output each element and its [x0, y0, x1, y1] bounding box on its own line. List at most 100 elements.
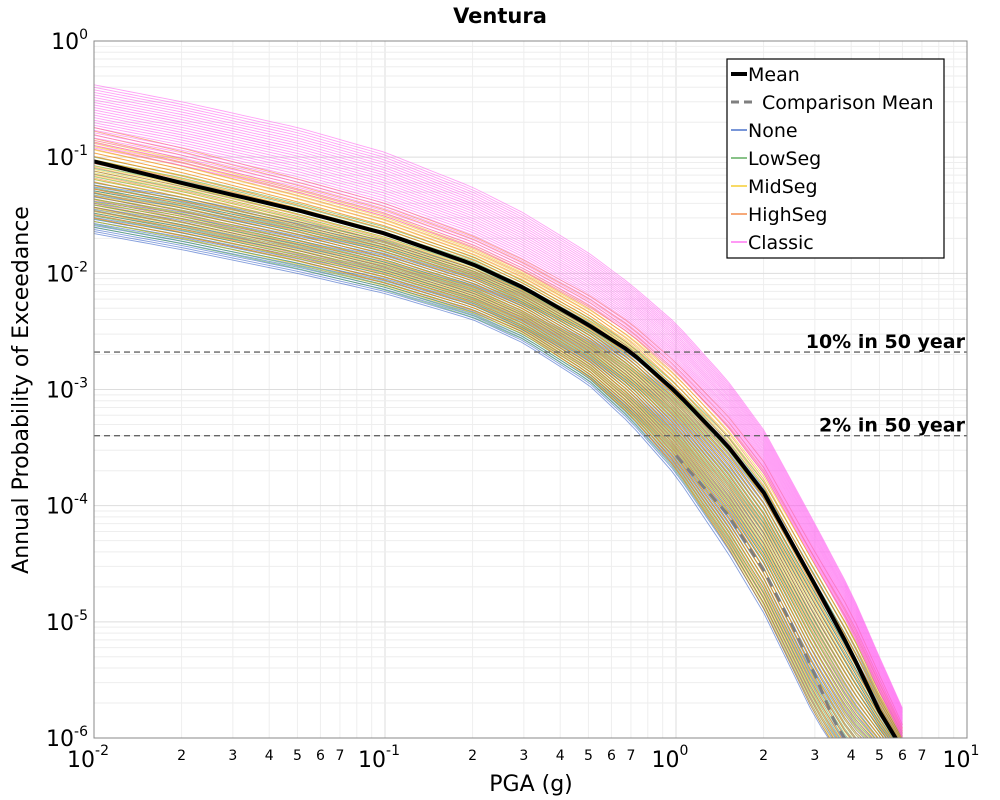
midseg-curve [94, 142, 903, 732]
x-minor-tick-label: 6 [898, 748, 907, 764]
classic-curve [94, 142, 903, 736]
y-tick-label: 10-6 [46, 724, 88, 752]
x-tick-label: 10-1 [358, 743, 400, 773]
x-minor-tick-label: 7 [626, 748, 635, 764]
legend-label-none: None [748, 120, 798, 142]
highseg-curve [94, 181, 878, 738]
classic-curve [94, 86, 903, 710]
x-minor-tick-label: 6 [316, 748, 325, 764]
highseg-curve [94, 206, 843, 738]
highseg-curve [94, 199, 852, 738]
midseg-curve [94, 204, 851, 738]
classic-curve [94, 122, 903, 727]
chart-title: Ventura [453, 4, 547, 28]
y-tick-label: 10-5 [46, 608, 88, 636]
classic-curve [94, 99, 903, 716]
y-tick-label: 100 [51, 27, 88, 55]
classic-curve [94, 139, 903, 735]
highseg-curve [94, 217, 831, 738]
y-tick-label: 10-4 [46, 492, 88, 520]
classic-curve [94, 114, 903, 723]
y-tick-label: 10-2 [46, 259, 88, 287]
reference-line-label: 10% in 50 year [806, 331, 966, 353]
legend-label-highseg: HighSeg [748, 204, 827, 226]
legend-label-mean: Mean [748, 64, 800, 86]
highseg-curve [94, 174, 885, 738]
classic-curve [94, 84, 903, 709]
y-axis-ticks: 100 10-1 10-2 10-3 10-4 10-5 10-6 [46, 27, 88, 752]
highseg-curve [94, 170, 888, 738]
x-minor-tick-label: 5 [584, 748, 593, 764]
midseg-curve [94, 178, 885, 738]
x-tick-label: 100 [652, 743, 689, 773]
highseg-curve [94, 177, 882, 738]
x-minor-tick-label: 3 [810, 748, 819, 764]
x-minor-tick-label: 5 [293, 748, 302, 764]
classic-curve [94, 104, 903, 718]
legend-box [726, 58, 945, 259]
legend-label-midseg: MidSeg [748, 176, 818, 198]
classic-curve [94, 119, 903, 726]
x-minor-tick-label: 4 [847, 748, 856, 764]
classic-curve [94, 127, 903, 729]
highseg-curve [94, 213, 835, 738]
classic-curve [94, 124, 903, 728]
x-minor-tick-label: 4 [556, 748, 565, 764]
lowseg-curve [94, 198, 872, 738]
reference-lines: 10% in 50 year 2% in 50 year [94, 331, 967, 437]
classic-curve [94, 107, 903, 720]
highseg-curve [94, 148, 901, 738]
classic-curve [94, 91, 903, 713]
classic-curve [94, 147, 903, 738]
x-minor-tick-label: 2 [759, 748, 768, 764]
classic-curve [94, 129, 903, 730]
highseg-curve [94, 184, 874, 738]
classic-curve [94, 132, 903, 732]
midseg-curve [94, 172, 891, 738]
highseg-curve [94, 195, 857, 738]
x-minor-tick-label: 7 [335, 748, 344, 764]
midseg-curve [94, 175, 888, 738]
y-axis-label: Annual Probability of Exceedance [9, 206, 34, 574]
legend-label-comparison-mean: Comparison Mean [762, 92, 934, 114]
x-tick-label: 10-2 [67, 743, 109, 773]
highseg-curve [94, 166, 891, 738]
legend-label-lowseg: LowSeg [748, 148, 821, 170]
classic-curve [94, 94, 903, 714]
x-axis-label: PGA (g) [489, 772, 573, 797]
x-minor-tick-label: 6 [607, 748, 616, 764]
classic-curve [94, 102, 903, 717]
classic-curve [94, 89, 903, 711]
classic-curve [94, 109, 903, 721]
highseg-curve [94, 155, 897, 738]
reference-line-label: 2% in 50 year [819, 415, 966, 437]
highseg-curve [94, 192, 863, 738]
x-tick-label: 101 [943, 743, 980, 773]
mean-curves [94, 159, 898, 738]
highseg-curve [94, 141, 903, 737]
y-tick-label: 10-1 [46, 143, 88, 171]
midseg-curve [94, 220, 832, 738]
classic-curve [94, 137, 903, 734]
midseg-curve [94, 168, 893, 738]
mean-curve [94, 159, 898, 738]
x-minor-tick-label: 4 [265, 748, 274, 764]
highseg-curve [94, 152, 899, 738]
highseg-curve [94, 210, 839, 738]
classic-curve [94, 144, 903, 737]
classic-curve [94, 112, 903, 722]
classic-curve [94, 117, 903, 724]
midseg-curve [94, 146, 903, 735]
highseg-curve [94, 188, 869, 738]
legend: Mean Comparison Mean None LowSeg MidSeg HighS… [726, 58, 945, 259]
legend-label-classic: Classic [748, 232, 814, 254]
x-minor-tick-label: 3 [228, 748, 237, 764]
comparison-mean-curve [674, 454, 847, 738]
x-minor-tick-label: 5 [875, 748, 884, 764]
x-minor-tick-label: 3 [519, 748, 528, 764]
x-minor-tick-label: 2 [468, 748, 477, 764]
x-minor-tick-label: 2 [177, 748, 186, 764]
x-minor-tick-label: 7 [917, 748, 926, 764]
